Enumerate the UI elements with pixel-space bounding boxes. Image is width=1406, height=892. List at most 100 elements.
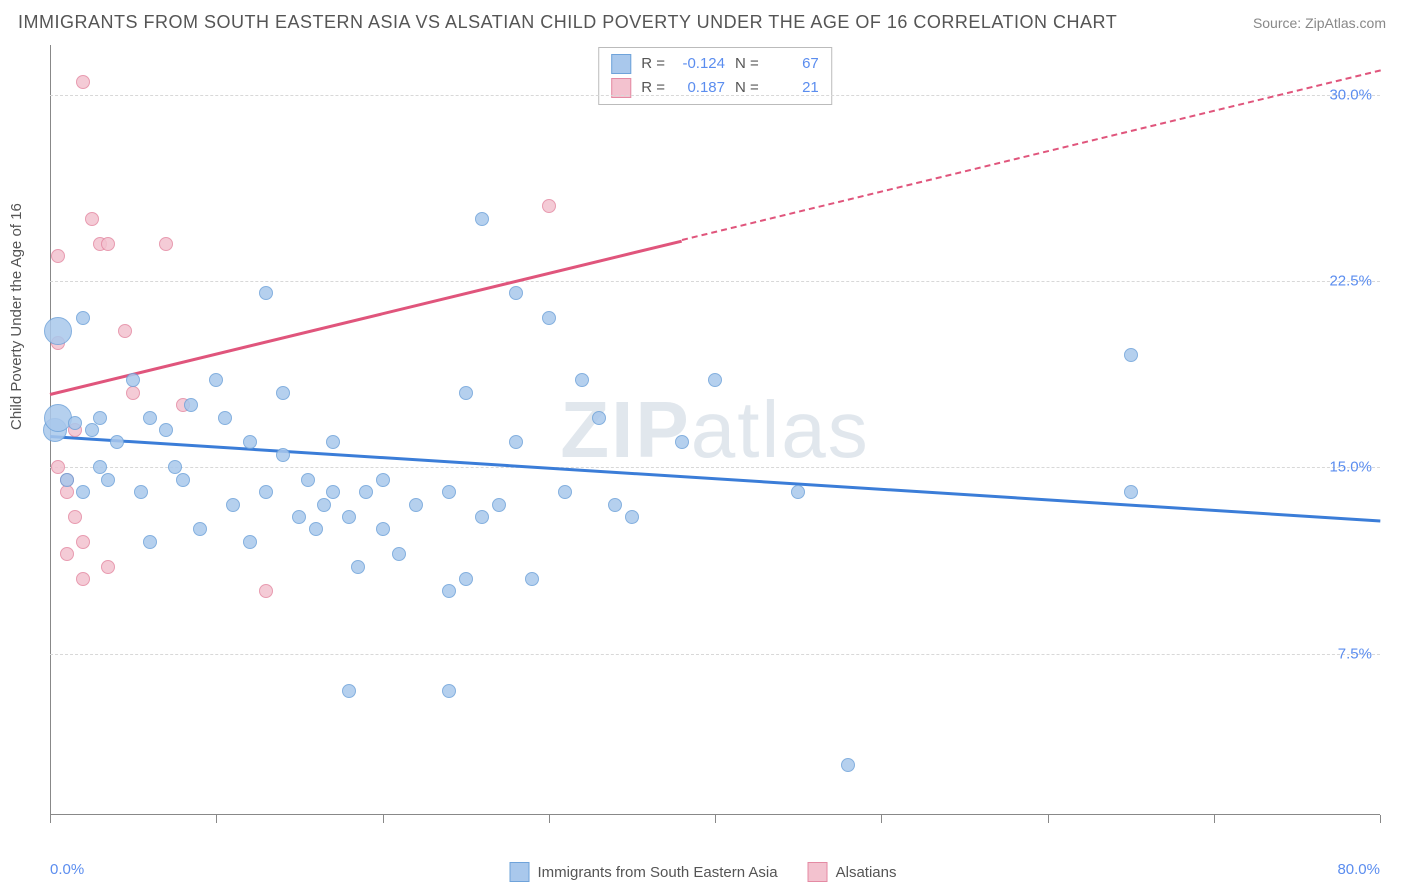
data-point	[259, 485, 273, 499]
legend-row-series-2: R = 0.187 N = 21	[611, 76, 819, 100]
data-point	[342, 684, 356, 698]
data-point	[76, 535, 90, 549]
data-point	[1124, 348, 1138, 362]
data-point	[101, 237, 115, 251]
n-label: N =	[735, 52, 759, 76]
grid-line	[50, 467, 1380, 468]
data-point	[143, 411, 157, 425]
x-tick	[715, 815, 716, 823]
data-point	[276, 386, 290, 400]
data-point	[309, 522, 323, 536]
data-point	[243, 435, 257, 449]
data-point	[376, 473, 390, 487]
data-point	[675, 435, 689, 449]
data-point	[85, 423, 99, 437]
data-point	[134, 485, 148, 499]
data-point	[44, 317, 72, 345]
data-point	[592, 411, 606, 425]
data-point	[608, 498, 622, 512]
data-point	[176, 473, 190, 487]
plot-area: ZIPatlas R = -0.124 N = 67 R = 0.187 N =…	[50, 45, 1380, 815]
data-point	[459, 572, 473, 586]
y-tick-label: 15.0%	[1329, 459, 1372, 476]
data-point	[51, 249, 65, 263]
x-tick	[1214, 815, 1215, 823]
r-value-1: -0.124	[675, 52, 725, 76]
data-point	[76, 572, 90, 586]
y-tick-label: 30.0%	[1329, 86, 1372, 103]
data-point	[60, 485, 74, 499]
legend-label-2: Alsatians	[836, 864, 897, 881]
data-point	[76, 75, 90, 89]
data-point	[317, 498, 331, 512]
watermark-bold: ZIP	[560, 385, 690, 474]
data-point	[326, 485, 340, 499]
data-point	[542, 311, 556, 325]
data-point	[359, 485, 373, 499]
y-tick-label: 7.5%	[1338, 645, 1372, 662]
n-label-2: N =	[735, 76, 759, 100]
data-point	[542, 199, 556, 213]
x-tick	[549, 815, 550, 823]
data-point	[159, 423, 173, 437]
r-label-2: R =	[641, 76, 665, 100]
data-point	[708, 373, 722, 387]
data-point	[126, 386, 140, 400]
data-point	[376, 522, 390, 536]
r-label: R =	[641, 52, 665, 76]
data-point	[126, 373, 140, 387]
data-point	[475, 212, 489, 226]
data-point	[118, 324, 132, 338]
swatch-bottom-1	[510, 862, 530, 882]
data-point	[85, 212, 99, 226]
data-point	[442, 684, 456, 698]
data-point	[625, 510, 639, 524]
data-point	[442, 485, 456, 499]
data-point	[226, 498, 240, 512]
data-point	[575, 373, 589, 387]
x-tick	[50, 815, 51, 823]
x-tick	[1048, 815, 1049, 823]
data-point	[492, 498, 506, 512]
data-point	[1124, 485, 1138, 499]
data-point	[558, 485, 572, 499]
x-tick	[383, 815, 384, 823]
data-point	[259, 584, 273, 598]
data-point	[525, 572, 539, 586]
data-point	[475, 510, 489, 524]
data-point	[509, 286, 523, 300]
data-point	[351, 560, 365, 574]
data-point	[841, 758, 855, 772]
data-point	[60, 473, 74, 487]
source-label: Source: ZipAtlas.com	[1253, 15, 1386, 31]
data-point	[193, 522, 207, 536]
data-point	[68, 416, 82, 430]
legend-item-1: Immigrants from South Eastern Asia	[510, 862, 778, 882]
data-point	[459, 386, 473, 400]
grid-line	[50, 654, 1380, 655]
data-point	[409, 498, 423, 512]
x-min-label: 0.0%	[50, 861, 84, 878]
data-point	[509, 435, 523, 449]
grid-line	[50, 95, 1380, 96]
legend-item-2: Alsatians	[808, 862, 897, 882]
data-point	[159, 237, 173, 251]
y-tick-label: 22.5%	[1329, 272, 1372, 289]
x-tick	[1380, 815, 1381, 823]
data-point	[93, 411, 107, 425]
grid-line	[50, 281, 1380, 282]
data-point	[243, 535, 257, 549]
n-value-1: 67	[769, 52, 819, 76]
x-tick	[216, 815, 217, 823]
data-point	[392, 547, 406, 561]
data-point	[209, 373, 223, 387]
data-point	[326, 435, 340, 449]
data-point	[259, 286, 273, 300]
x-tick	[881, 815, 882, 823]
data-point	[442, 584, 456, 598]
title-row: IMMIGRANTS FROM SOUTH EASTERN ASIA VS AL…	[18, 12, 1386, 33]
trend-line	[50, 239, 682, 395]
data-point	[101, 473, 115, 487]
r-value-2: 0.187	[675, 76, 725, 100]
data-point	[110, 435, 124, 449]
